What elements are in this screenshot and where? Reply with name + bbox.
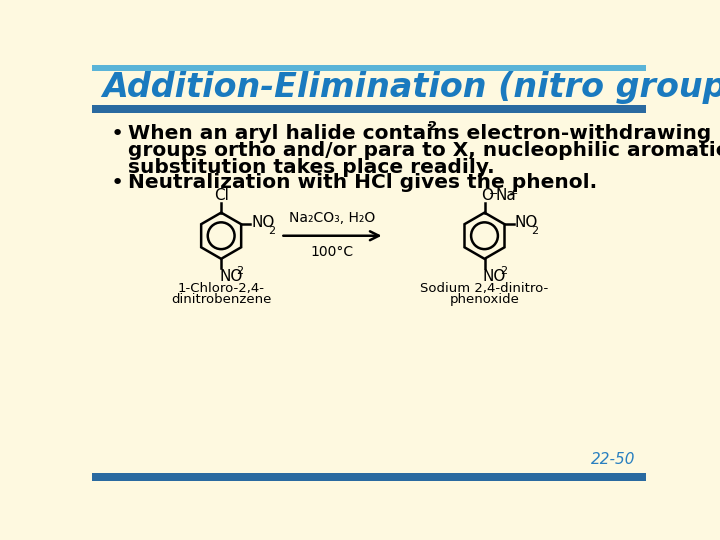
Bar <box>92 105 647 112</box>
Text: 22-50: 22-50 <box>591 452 636 467</box>
Text: 2: 2 <box>428 120 438 133</box>
Text: substitution takes place readily.: substitution takes place readily. <box>128 158 495 177</box>
Text: NO: NO <box>483 269 506 284</box>
Text: 100°C: 100°C <box>311 245 354 259</box>
Text: Cl: Cl <box>214 187 228 202</box>
Text: +: + <box>509 189 518 199</box>
Text: •: • <box>111 124 125 144</box>
Text: Addition-Elimination (nitro groups): Addition-Elimination (nitro groups) <box>102 71 720 104</box>
Text: groups ortho and/or para to X, nucleophilic aromatic: groups ortho and/or para to X, nucleophi… <box>128 141 720 160</box>
Text: 2: 2 <box>500 266 507 276</box>
Text: •: • <box>111 173 125 193</box>
Text: 2: 2 <box>237 266 243 276</box>
Text: NO: NO <box>251 215 274 230</box>
Text: NO: NO <box>515 215 538 230</box>
Text: phenoxide: phenoxide <box>449 293 519 306</box>
Text: 2: 2 <box>531 226 539 237</box>
Text: Na₂CO₃, H₂O: Na₂CO₃, H₂O <box>289 211 376 225</box>
Text: Sodium 2,4-dinitro-: Sodium 2,4-dinitro- <box>420 282 549 295</box>
Text: O: O <box>482 187 493 202</box>
Text: 2: 2 <box>268 226 275 237</box>
Bar <box>92 65 647 71</box>
Bar <box>92 65 647 112</box>
Text: −: − <box>489 189 498 199</box>
Text: NO: NO <box>220 269 243 284</box>
Text: Na: Na <box>495 187 516 202</box>
Text: When an aryl halide contains electron-withdrawing NO: When an aryl halide contains electron-wi… <box>128 124 720 143</box>
Text: Neutralization with HCl gives the phenol.: Neutralization with HCl gives the phenol… <box>128 173 597 192</box>
Text: 1-Chloro-2,4-: 1-Chloro-2,4- <box>178 282 265 295</box>
Text: dinitrobenzene: dinitrobenzene <box>171 293 271 306</box>
Bar <box>92 473 647 481</box>
